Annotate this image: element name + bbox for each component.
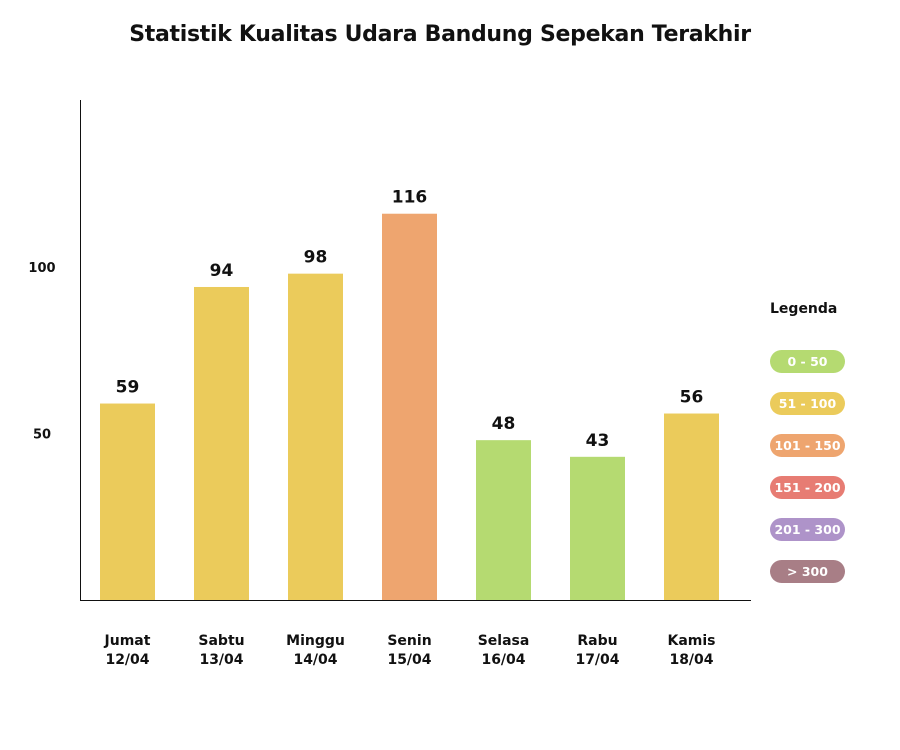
bar-value-label: 59 bbox=[116, 378, 140, 398]
bar-value-label: 56 bbox=[680, 388, 704, 408]
bar-0 bbox=[100, 403, 155, 600]
bar-4 bbox=[476, 440, 531, 600]
bar-6 bbox=[664, 413, 719, 600]
x-category-labels: Jumat 12/04 Sabtu 13/04 Minggu 14/04 Senin 15/0… bbox=[104, 633, 716, 668]
y-tick-label: 50 bbox=[33, 428, 51, 443]
legend-item: > 300 bbox=[770, 560, 845, 583]
bar-value-label: 43 bbox=[586, 431, 610, 451]
bar-5 bbox=[570, 456, 625, 600]
x-category-label: Selasa 16/04 bbox=[478, 633, 530, 668]
x-category-label: Jumat 12/04 bbox=[104, 633, 151, 668]
x-category-label: Kamis 18/04 bbox=[667, 633, 715, 668]
x-category-label: Sabtu 13/04 bbox=[198, 633, 244, 668]
x-category-label: Minggu 14/04 bbox=[286, 633, 345, 668]
legend-item: 151 - 200 bbox=[770, 476, 845, 499]
x-category-label: Rabu 17/04 bbox=[575, 633, 619, 668]
legend-item: 201 - 300 bbox=[770, 518, 845, 541]
legend-item: 51 - 100 bbox=[770, 392, 845, 415]
bar-value-label: 116 bbox=[392, 188, 428, 208]
bar-value-label: 48 bbox=[492, 414, 516, 434]
bar-value-label: 98 bbox=[304, 248, 328, 268]
bars-group bbox=[100, 213, 719, 600]
bar-2 bbox=[288, 273, 343, 600]
legend-item: 0 - 50 bbox=[770, 350, 845, 373]
bar-1 bbox=[194, 286, 249, 600]
x-category-label: Senin 15/04 bbox=[387, 633, 431, 668]
y-tick-labels: 50 100 bbox=[28, 261, 55, 443]
bar-value-label: 94 bbox=[210, 261, 234, 281]
bar-value-labels: 59 94 98 116 48 43 56 bbox=[116, 188, 704, 451]
y-tick-label: 100 bbox=[28, 261, 55, 276]
bar-3 bbox=[382, 213, 437, 600]
legend-title: Legenda bbox=[770, 301, 838, 317]
legend-item: 101 - 150 bbox=[770, 434, 845, 457]
chart-title: Statistik Kualitas Udara Bandung Sepekan… bbox=[129, 22, 751, 47]
